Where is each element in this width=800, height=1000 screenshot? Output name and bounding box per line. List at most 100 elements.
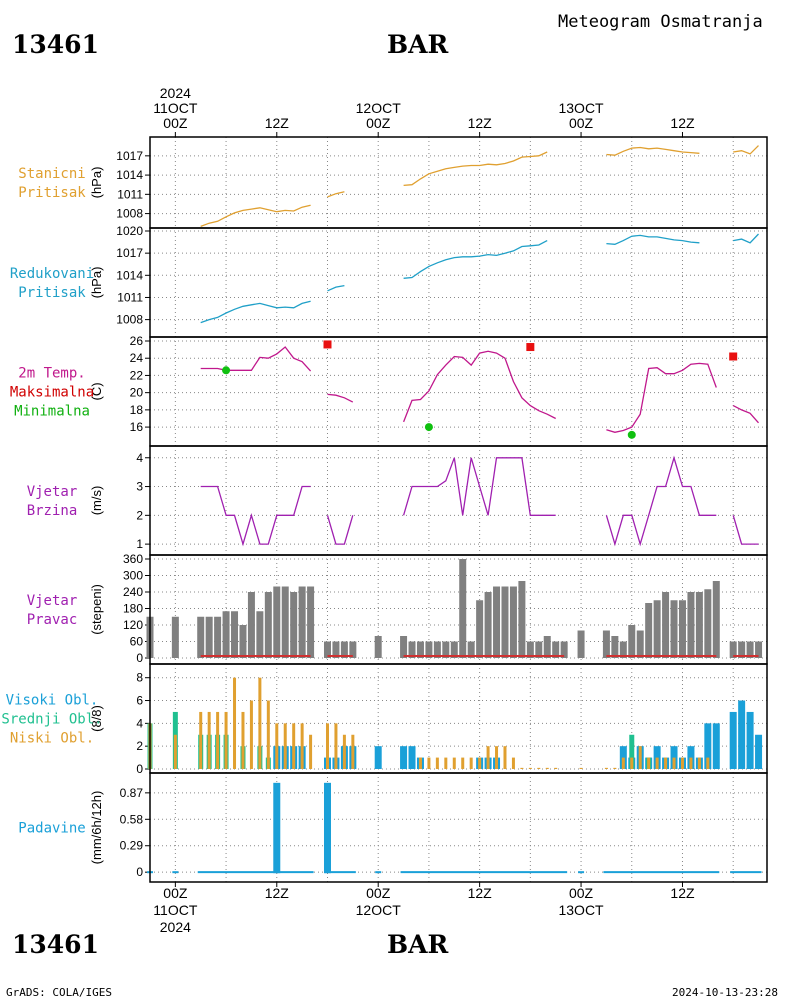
low-cloud-bar	[697, 757, 701, 769]
time-label-top: 12Z	[670, 115, 695, 131]
wind-direction-bar	[349, 641, 357, 658]
min-temp-marker	[424, 423, 433, 432]
time-label-bottom: 12OCT	[356, 902, 402, 918]
wind-direction-bar	[484, 592, 492, 658]
precip-bar	[323, 782, 331, 874]
series-line-segment	[606, 234, 700, 245]
series-line-segment	[606, 146, 700, 156]
low-cloud-bar	[249, 700, 253, 769]
panel-frame	[149, 336, 768, 447]
wind-direction-bar	[273, 586, 281, 658]
y-tick-label: 240	[123, 585, 143, 599]
wind-direction-bar	[340, 641, 348, 658]
panel-precipitation: 0 0.29 0.58 0.87 (mm/6h/12h) Padavine	[18, 772, 768, 883]
low-cloud-bar	[325, 723, 329, 769]
wind-direction-bar	[256, 611, 264, 658]
chart-subtitle: Meteogram Osmatranja	[558, 12, 763, 32]
y-tick-label: 20	[130, 386, 144, 400]
y-tick-label: 360	[123, 552, 143, 566]
wind-direction-bar	[662, 592, 670, 658]
y-tick-label: 60	[130, 635, 144, 649]
y-tick-label: 0	[136, 651, 143, 665]
time-label-top: 12Z	[265, 115, 290, 131]
wind-direction-bar	[670, 600, 678, 658]
y-tick-label: 26	[130, 334, 144, 348]
min-temp-marker	[627, 430, 636, 439]
y-axis-label: (hPa)	[89, 167, 104, 199]
series-line-segment	[327, 191, 345, 198]
wind-direction-bar	[247, 592, 255, 658]
time-label-top: 2024	[160, 85, 191, 101]
wind-direction-bar	[281, 586, 289, 658]
low-cloud-bar	[672, 757, 676, 769]
high-cloud-bar	[400, 746, 408, 769]
low-cloud-bar	[638, 746, 642, 769]
wind-direction-bar	[678, 600, 686, 658]
wind-direction-bar	[611, 636, 619, 658]
time-label-bottom: 00Z	[569, 885, 594, 901]
y-tick-label: 300	[123, 569, 143, 583]
time-label-top: 00Z	[366, 115, 391, 131]
low-cloud-bar	[300, 723, 304, 769]
series-line-segment	[403, 240, 548, 279]
wind-direction-bar	[408, 641, 416, 658]
wind-direction-bar	[526, 641, 534, 658]
wind-direction-bar	[239, 625, 247, 658]
wind-direction-bar	[687, 592, 695, 658]
y-tick-label: 180	[123, 602, 143, 616]
time-label-bottom: 12Z	[468, 885, 493, 901]
high-cloud-bar	[738, 700, 746, 769]
legend-label: Brzina	[27, 503, 78, 519]
wind-direction-bar	[518, 581, 526, 658]
y-axis-label: (mm/6h/12h)	[89, 791, 104, 865]
series-line-segment	[732, 515, 759, 545]
y-tick-label: 3	[136, 480, 143, 494]
legend-label: Vjetar	[27, 593, 78, 609]
low-cloud-bar	[495, 746, 499, 769]
wind-direction-bar	[433, 641, 441, 658]
y-tick-label: 120	[123, 618, 143, 632]
series-line-segment	[327, 393, 354, 403]
min-temp-marker	[222, 366, 231, 375]
low-cloud-bar	[258, 677, 262, 769]
time-label-bottom: 00Z	[366, 885, 391, 901]
time-label-bottom: 00Z	[163, 885, 188, 901]
wind-direction-bar	[467, 641, 475, 658]
y-tick-label: 4	[136, 716, 143, 730]
time-label-top: 13OCT	[558, 100, 604, 116]
legend-label: 2m Temp.	[18, 366, 85, 382]
y-tick-label: 2	[136, 508, 143, 522]
time-label-top: 12Z	[468, 115, 493, 131]
wind-direction-bar	[653, 600, 661, 658]
y-axis-label: (m/s)	[89, 486, 104, 516]
panel-station_pressure: 1008 1011 1014 1017 (hPa) Stanicni Pritisak	[18, 136, 768, 229]
wind-direction-bar	[501, 586, 509, 658]
wind-direction-bar	[712, 581, 720, 658]
low-cloud-bar	[630, 757, 634, 769]
wind-direction-bar	[307, 586, 315, 658]
y-axis-label: (C)	[89, 382, 104, 400]
high-cloud-bar	[712, 723, 720, 769]
high-cloud-bar	[729, 711, 737, 769]
low-cloud-bar	[613, 767, 617, 769]
wind-direction-bar	[264, 592, 272, 658]
low-cloud-bar	[545, 767, 549, 769]
series-line-segment	[327, 284, 345, 292]
low-cloud-bar	[621, 757, 625, 769]
low-cloud-bar	[520, 767, 524, 769]
low-cloud-bar	[469, 757, 473, 769]
wind-direction-bar	[400, 636, 408, 658]
low-cloud-bar	[342, 734, 346, 769]
series-line-segment	[606, 362, 717, 433]
legend-label: Pritisak	[18, 185, 86, 201]
wind-direction-bar	[577, 630, 585, 658]
series-line-segment	[200, 300, 311, 324]
series-line-segment	[402, 457, 556, 516]
wind-direction-bar	[738, 641, 746, 658]
series-line-segment	[326, 515, 354, 545]
wind-direction-bar	[197, 616, 205, 658]
y-axis-label: (stepeni)	[89, 584, 104, 635]
wind-direction-bar	[695, 592, 703, 658]
legend-label: Pritisak	[18, 285, 86, 301]
